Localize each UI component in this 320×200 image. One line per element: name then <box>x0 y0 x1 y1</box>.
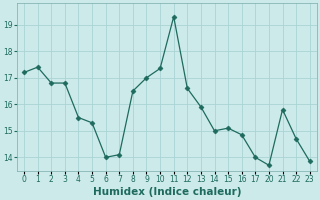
X-axis label: Humidex (Indice chaleur): Humidex (Indice chaleur) <box>93 187 241 197</box>
